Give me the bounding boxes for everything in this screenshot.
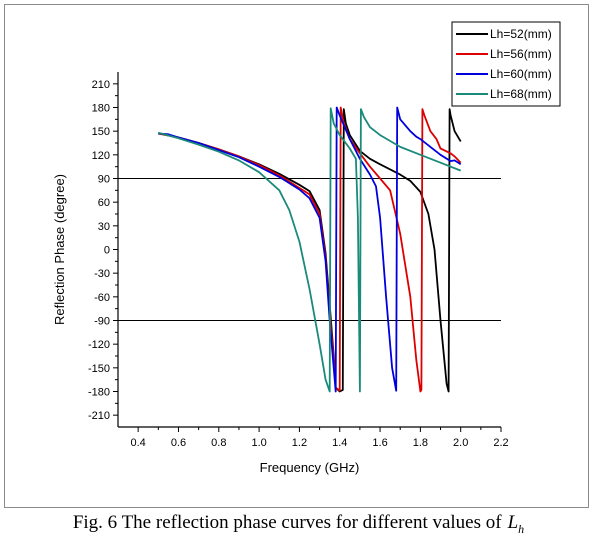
y-tick-label: -90 bbox=[94, 316, 110, 328]
x-tick-label: 2.2 bbox=[493, 437, 508, 449]
legend-label: Lh=68(mm) bbox=[490, 87, 552, 101]
y-tick-label: 30 bbox=[98, 221, 110, 233]
x-tick-label: 1.6 bbox=[372, 437, 387, 449]
x-axis-title: Frequency (GHz) bbox=[260, 460, 360, 475]
series-line bbox=[158, 106, 462, 393]
y-axis-title: Reflection Phase (degree) bbox=[52, 174, 67, 325]
y-tick-label: -150 bbox=[88, 363, 110, 375]
y-tick-label: 210 bbox=[92, 79, 110, 91]
legend-box bbox=[451, 21, 561, 107]
x-tick-label: 0.8 bbox=[211, 437, 226, 449]
series-line bbox=[158, 108, 462, 393]
caption-text: Fig. 6 The reflection phase curves for d… bbox=[72, 512, 502, 533]
reflection-phase-chart: 0.4 0.6 0.8 1.0 1.2 1.4 1.6 1.8 2.0 2.2 210 180 150… bbox=[52, 21, 561, 475]
y-tick-label: 0 bbox=[104, 245, 110, 257]
legend-label: Lh=56(mm) bbox=[490, 47, 552, 61]
x-tick-label: 0.6 bbox=[171, 437, 186, 449]
caption-subscript: h bbox=[518, 521, 525, 536]
x-tick-label: 1.0 bbox=[251, 437, 266, 449]
y-tick-label: 120 bbox=[92, 150, 110, 162]
figure-caption: Fig. 6 The reflection phase curves for d… bbox=[0, 512, 597, 537]
y-tick-label: 60 bbox=[98, 197, 110, 209]
legend-label: Lh=60(mm) bbox=[490, 67, 552, 81]
legend: Lh=52(mm) Lh=56(mm) Lh=60(mm) Lh=68(mm) bbox=[451, 21, 561, 107]
legend-label: Lh=52(mm) bbox=[490, 27, 552, 41]
x-tick-label: 0.4 bbox=[131, 437, 146, 449]
y-tick-label: -120 bbox=[88, 339, 110, 351]
series-line bbox=[158, 107, 462, 393]
series-line bbox=[158, 106, 462, 393]
x-tick-label: 1.2 bbox=[292, 437, 307, 449]
y-tick-label: -30 bbox=[94, 268, 110, 280]
y-tick-label: -60 bbox=[94, 292, 110, 304]
x-tick-label: 1.4 bbox=[332, 437, 347, 449]
x-tick-label: 2.0 bbox=[453, 437, 468, 449]
y-tick-label: 180 bbox=[92, 103, 110, 115]
y-tick-label: -180 bbox=[88, 387, 110, 399]
caption-symbol: L bbox=[507, 512, 519, 533]
y-tick-label: 90 bbox=[98, 174, 110, 186]
y-tick-label: 150 bbox=[92, 126, 110, 138]
x-tick-label: 1.8 bbox=[413, 437, 428, 449]
y-tick-label: -210 bbox=[88, 410, 110, 422]
